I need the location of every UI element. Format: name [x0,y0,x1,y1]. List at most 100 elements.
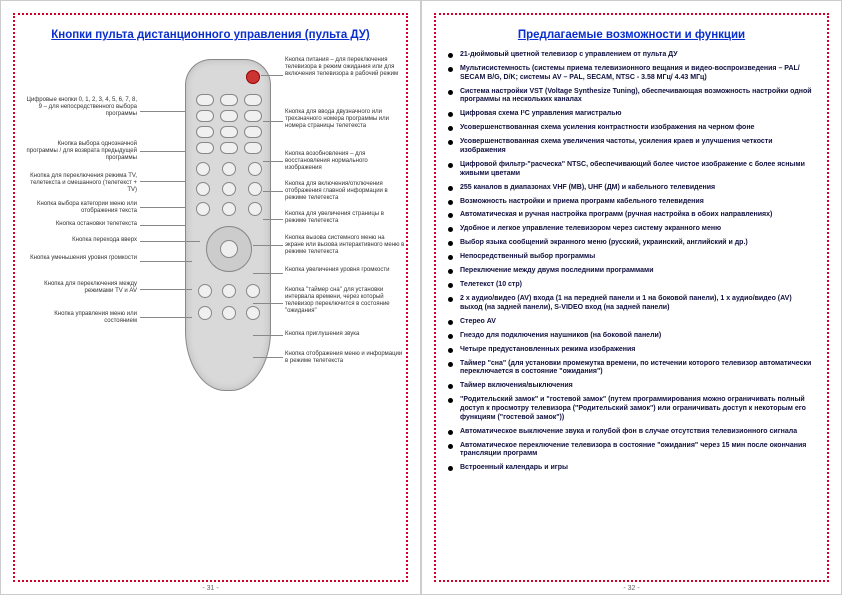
list-item: Четыре предустановленных режима изображе… [448,346,815,355]
label-r6: Кнопка увеличения уровня громкости [285,267,405,274]
lead-r1 [263,121,283,122]
num-dash [220,142,238,154]
right-page: Предлагаемые возможности и функции 21-дю… [421,0,842,595]
label-l0: Цифровые кнопки 0, 1, 2, 3, 4, 5, 6, 7, … [25,97,137,118]
label-l5: Кнопка перехода вверх [25,237,137,244]
lead-l5 [140,241,200,242]
list-item: Система настройки VST (Voltage Synthesiz… [448,88,815,106]
lead-r4 [263,219,283,220]
bot-a [198,284,212,298]
list-item: Таймер "сна" (для установки промежутка в… [448,360,815,378]
num-ent [244,142,262,154]
list-item: Мультисистемность (системы приема телеви… [448,65,815,83]
lead-r5 [253,245,283,246]
list-item: Усовершенствованная схема увеличения час… [448,138,815,156]
num-1 [196,94,214,106]
list-item: Стерео AV [448,318,815,327]
fn-a [196,162,210,176]
label-l7: Кнопка для переключения между режимами T… [25,281,137,295]
bot-d [198,306,212,320]
label-r9: Кнопка отображения меню и информации в р… [285,351,405,365]
list-item: Возможность настройки и приема программ … [448,198,815,207]
menu-center [220,240,238,258]
num-5 [220,110,238,122]
lead-l6 [140,261,192,262]
num-7 [196,126,214,138]
list-item: Встроенный календарь и игры [448,464,815,473]
label-r8: Кнопка приглушения звука [285,331,405,338]
label-l1: Кнопка выбора однозначной программы / дл… [25,141,137,162]
bot-c [246,284,260,298]
list-item: 21-дюймовый цветной телевизор с управлен… [448,51,815,60]
label-r5: Кнопка вызова системного меню на экране … [285,235,405,256]
power-button-icon [246,70,260,84]
label-r3: Кнопка для включения/отключения отображе… [285,181,405,202]
label-l6: Кнопка уменьшения уровня громкости [25,255,137,262]
lead-l0 [140,111,185,112]
fn-b [222,162,236,176]
list-item: Выбор языка сообщений экранного меню (ру… [448,239,815,248]
page-spread: Кнопки пульта дистанционного управления … [0,0,842,595]
fn-c [248,162,262,176]
lead-r6 [253,273,283,274]
label-r2: Кнопка возобновления – для восстановлени… [285,151,405,172]
left-page: Кнопки пульта дистанционного управления … [0,0,421,595]
label-r4: Кнопка для увеличения страницы в режиме … [285,211,405,225]
left-page-title: Кнопки пульта дистанционного управления … [25,29,396,41]
lead-l4 [140,225,185,226]
list-item: "Родительский замок" и "гостевой замок" … [448,396,815,422]
lead-l1 [140,151,185,152]
list-item: Автоматическое переключение телевизора в… [448,442,815,460]
num-4 [196,110,214,122]
list-item: Таймер включения/выключения [448,382,815,391]
fn-f [248,182,262,196]
list-item: Цифровая схема I²C управления магистраль… [448,110,815,119]
list-item: Непосредственный выбор программы [448,253,815,262]
lead-l7 [140,289,192,290]
lead-r3 [263,191,283,192]
label-r0: Кнопка питания – для переключения телеви… [285,57,405,78]
num-3 [244,94,262,106]
num-6 [244,110,262,122]
left-page-number: - 31 - [1,585,420,592]
label-l2: Кнопка для переключения режима TV, телет… [25,173,137,194]
fn-h [222,202,236,216]
remote-diagram: Цифровые кнопки 0, 1, 2, 3, 4, 5, 6, 7, … [25,51,396,551]
list-item: 255 каналов в диапазонах VHF (МВ), UHF (… [448,184,815,193]
list-item: Переключение между двумя последними прог… [448,267,815,276]
num-9 [244,126,262,138]
label-r7: Кнопка "таймер сна" для установки интерв… [285,287,405,315]
label-l4: Кнопка остановки телетекста [25,221,137,228]
right-page-title: Предлагаемые возможности и функции [446,29,817,41]
lead-l2 [140,181,185,182]
list-item: Телетекст (10 стр) [448,281,815,290]
bot-b [222,284,236,298]
fn-g [196,202,210,216]
remote-body [185,59,271,391]
lead-r7 [253,303,283,304]
label-r1: Кнопка для ввода двузначного или трехзна… [285,109,405,130]
list-item: Автоматическая и ручная настройка програ… [448,211,815,220]
left-frame: Кнопки пульта дистанционного управления … [13,13,408,582]
label-l8: Кнопка управления меню или состоянием [25,311,137,325]
label-l3: Кнопка выбора категории меню или отображ… [25,201,137,215]
list-item: Автоматическое выключение звука и голубо… [448,428,815,437]
lead-l8 [140,317,192,318]
list-item: Цифровой фильтр-"расческа" NTSC, обеспеч… [448,161,815,179]
num-2 [220,94,238,106]
lead-r8 [253,335,283,336]
lead-r2 [263,161,283,162]
list-item: Гнездо для подключения наушников (на бок… [448,332,815,341]
right-frame: Предлагаемые возможности и функции 21-дю… [434,13,829,582]
list-item: Усовершенствованная схема усиления контр… [448,124,815,133]
bot-f [246,306,260,320]
bot-e [222,306,236,320]
list-item: 2 х аудио/видео (AV) входа (1 на передне… [448,295,815,313]
lead-r0 [261,75,283,76]
num-0 [196,142,214,154]
fn-d [196,182,210,196]
fn-e [222,182,236,196]
lead-l3 [140,207,185,208]
fn-i [248,202,262,216]
right-page-number: - 32 - [422,585,841,592]
